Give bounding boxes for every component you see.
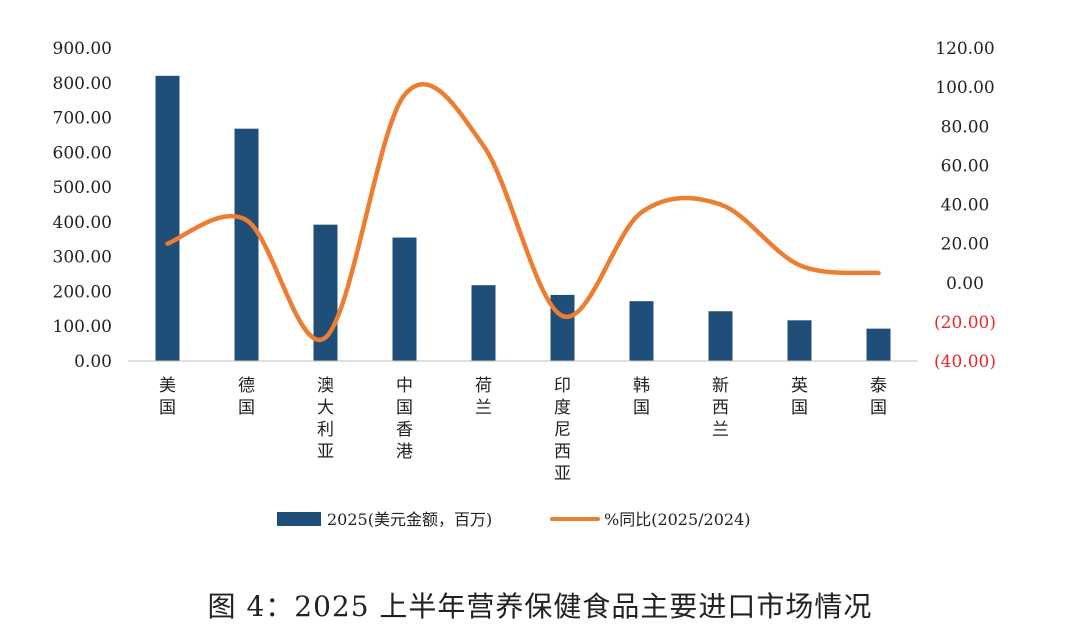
- category-label: 澳大利亚: [317, 376, 334, 462]
- left-axis-tick-label: 300.00: [53, 248, 112, 268]
- legend-bar-label: 2025(美元金额，百万): [327, 510, 492, 529]
- category-label: 新西兰: [712, 376, 729, 440]
- legend: 2025(美元金额，百万) %同比(2025/2024): [277, 510, 751, 529]
- right-axis-tick-label: 60.00: [941, 156, 990, 176]
- left-axis-tick-label: 0.00: [74, 352, 112, 372]
- bar: [471, 285, 496, 361]
- bar-series: [155, 75, 891, 362]
- line-series: [165, 82, 881, 343]
- right-axis-tick-label: 80.00: [941, 117, 990, 137]
- bar: [392, 237, 417, 361]
- bar: [708, 311, 733, 361]
- bar: [629, 301, 654, 361]
- category-label: 美国: [159, 376, 176, 418]
- left-axis-tick-label: 400.00: [53, 213, 112, 233]
- right-axis-tick-label: 40.00: [941, 196, 990, 216]
- left-axis: 0.00 100.00 200.00 300.00 400.00 500.00 600.00…: [53, 39, 112, 372]
- category-label: 英国: [791, 376, 808, 418]
- right-axis-tick-label: 120.00: [935, 39, 994, 59]
- bar: [155, 75, 180, 362]
- right-axis-tick-label: (40.00): [934, 352, 996, 372]
- bar: [550, 294, 575, 361]
- category-label: 德国: [238, 376, 255, 418]
- left-axis-tick-label: 800.00: [53, 74, 112, 94]
- left-axis-tick-label: 500.00: [53, 178, 112, 198]
- category-labels: 美国 德国 澳大利亚 中国香港 荷兰 印度尼西亚 韩国 新西兰 英国 泰国: [159, 376, 887, 484]
- yoy-line: [165, 82, 881, 343]
- right-axis-tick-label: 100.00: [935, 78, 994, 98]
- left-axis-tick-label: 200.00: [53, 282, 112, 302]
- legend-bar-swatch: [277, 512, 321, 526]
- right-axis-tick-label: 0.00: [946, 274, 984, 294]
- left-axis-tick-label: 900.00: [53, 39, 112, 59]
- chart: 0.00 100.00 200.00 300.00 400.00 500.00 600.00…: [53, 39, 996, 529]
- bar: [234, 128, 259, 361]
- category-label: 印度尼西亚: [554, 376, 571, 484]
- category-label: 韩国: [633, 376, 650, 418]
- chart-title: 图 4：2025 上半年营养保健食品主要进口市场情况: [207, 590, 873, 623]
- left-axis-tick-label: 600.00: [53, 143, 112, 163]
- right-axis-tick-label: (20.00): [934, 313, 996, 333]
- category-label: 泰国: [870, 376, 887, 418]
- left-axis-tick-label: 700.00: [53, 109, 112, 129]
- bar: [866, 328, 891, 361]
- left-axis-tick-label: 100.00: [53, 317, 112, 337]
- category-label: 荷兰: [475, 376, 492, 418]
- bar: [787, 320, 812, 361]
- legend-line-label: %同比(2025/2024): [604, 510, 751, 529]
- right-axis-tick-label: 20.00: [941, 235, 990, 255]
- right-axis: (40.00) (20.00) 0.00 20.00 40.00 60.00 80.00 10…: [934, 39, 996, 372]
- category-label: 中国香港: [396, 376, 413, 462]
